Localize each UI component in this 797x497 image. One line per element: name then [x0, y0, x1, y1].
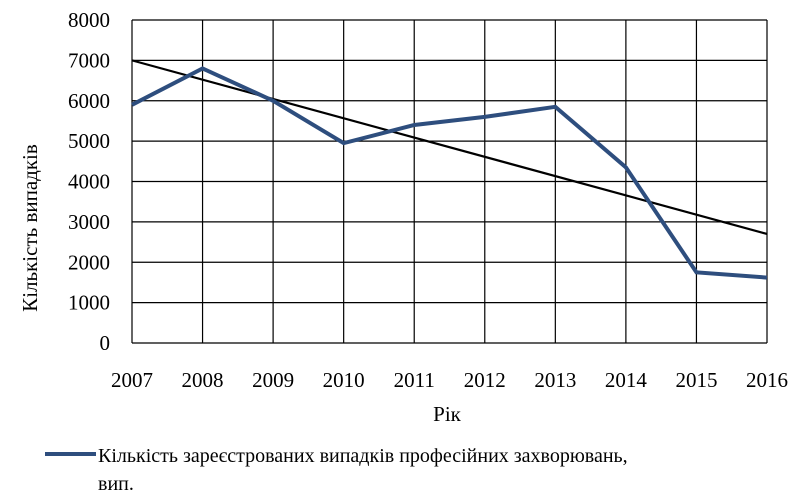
y-axis-ticks: 0 1000 2000 3000 4000 5000 6000 7000 8000: [68, 8, 110, 355]
legend-label-line1: Кількість зареєстрованих випадків профес…: [98, 445, 628, 467]
y-tick-label: 5000: [68, 129, 110, 153]
legend-label-line2: вип.: [98, 473, 134, 495]
x-tick-label: 2012: [464, 368, 506, 392]
x-tick-label: 2008: [182, 368, 224, 392]
legend: Кількість зареєстрованих випадків профес…: [45, 445, 628, 495]
x-tick-label: 2010: [323, 368, 365, 392]
y-axis-title: Кількість випадків: [18, 144, 42, 312]
x-tick-label: 2016: [746, 368, 788, 392]
x-tick-label: 2009: [252, 368, 294, 392]
grid-lines: [131, 19, 768, 344]
x-tick-label: 2007: [111, 368, 153, 392]
y-tick-label: 8000: [68, 8, 110, 32]
x-axis-ticks: 2007 2008 2009 2010 2011 2012 2013 2014 2015 2016: [111, 368, 788, 392]
y-tick-label: 2000: [68, 250, 110, 274]
y-tick-label: 0: [100, 331, 111, 355]
y-tick-label: 3000: [68, 210, 110, 234]
x-tick-label: 2015: [675, 368, 717, 392]
series-line: [131, 66, 768, 280]
y-tick-label: 7000: [68, 48, 110, 72]
trendline: [131, 59, 768, 236]
y-tick-label: 1000: [68, 291, 110, 315]
y-tick-label: 4000: [68, 170, 110, 194]
x-axis-title: Рік: [433, 402, 462, 426]
x-tick-label: 2014: [605, 368, 648, 392]
x-tick-label: 2013: [534, 368, 576, 392]
series-group: [131, 59, 768, 280]
x-tick-label: 2011: [394, 368, 435, 392]
y-tick-label: 6000: [68, 89, 110, 113]
